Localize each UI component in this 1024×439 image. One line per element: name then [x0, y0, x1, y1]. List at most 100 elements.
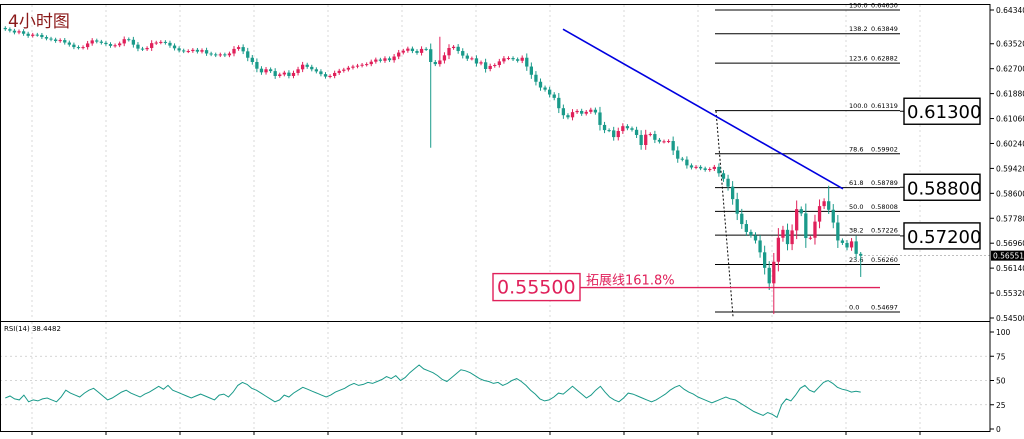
- candle-body: [187, 51, 190, 52]
- candle-body: [594, 110, 597, 113]
- candle-body: [118, 43, 121, 45]
- candle-body: [338, 71, 341, 73]
- fib-level-value: 123.6: [849, 55, 868, 63]
- candle-body: [182, 50, 185, 51]
- candle-body: [841, 240, 844, 242]
- fib-level-price: 0.61319: [871, 102, 898, 110]
- candle-body: [113, 45, 116, 46]
- candle-body: [420, 49, 423, 53]
- candle-body: [278, 74, 281, 76]
- candle-body: [685, 160, 688, 166]
- candle-body: [557, 98, 560, 108]
- candle-body: [246, 51, 249, 57]
- fib-level-value: 78.6: [849, 145, 863, 153]
- price-axis-label: 0.56960: [996, 239, 1024, 248]
- candle-body: [548, 90, 551, 95]
- candle-body: [479, 62, 482, 63]
- candle-body: [845, 243, 848, 248]
- candle-body: [626, 126, 629, 128]
- candle-body: [649, 134, 652, 135]
- candle-body: [209, 53, 212, 54]
- candle-body: [681, 159, 684, 160]
- fib-level-value: 38.2: [849, 227, 863, 235]
- candle-body: [667, 141, 670, 142]
- candle-body: [676, 150, 679, 158]
- price-axis-label: 0.55320: [996, 289, 1024, 298]
- candle-body: [132, 40, 135, 45]
- candle-body: [223, 54, 226, 55]
- candle-body: [214, 54, 217, 55]
- candle-body: [191, 50, 194, 51]
- candle-body: [374, 60, 377, 62]
- rsi-axis-label: 25: [996, 401, 1006, 410]
- candle-body: [45, 37, 48, 39]
- candle-body: [813, 222, 816, 238]
- candle-body: [553, 95, 556, 98]
- candle-body: [575, 111, 578, 112]
- candle-body: [763, 252, 766, 268]
- candle-body: [347, 68, 350, 70]
- candle-body: [854, 241, 857, 253]
- candle-body: [525, 58, 528, 67]
- candle-body: [726, 179, 729, 187]
- candle-body: [612, 130, 615, 137]
- candle-body: [722, 173, 725, 178]
- candle-body: [328, 76, 331, 77]
- candle-body: [86, 43, 89, 47]
- candle-body: [109, 44, 112, 46]
- candle-body: [580, 111, 583, 114]
- candle-body: [740, 214, 743, 224]
- candle-body: [4, 28, 7, 29]
- candle-body: [658, 140, 661, 142]
- fib-level-value: 100.0: [849, 102, 868, 110]
- candle-body: [123, 39, 126, 43]
- fib-level-price: 0.57226: [871, 227, 898, 235]
- candle-body: [200, 50, 203, 52]
- candle-body: [255, 62, 258, 69]
- fib-level-price: 0.58789: [871, 179, 898, 187]
- price-box-label: 0.58800: [907, 178, 981, 199]
- candle-body: [452, 47, 455, 48]
- candle-body: [228, 53, 231, 55]
- fib-level-price: 0.59902: [871, 145, 898, 153]
- candle-body: [521, 58, 524, 61]
- candle-body: [31, 35, 34, 36]
- candle-body: [260, 69, 263, 73]
- price-axis-label: 0.60240: [996, 139, 1024, 148]
- candle-body: [507, 58, 510, 59]
- price-axis-label: 0.54500: [996, 314, 1024, 323]
- candle-body: [447, 48, 450, 55]
- price-axis-label: 0.59420: [996, 164, 1024, 173]
- candle-body: [283, 73, 286, 75]
- candle-body: [566, 115, 569, 117]
- extension-price-label: 0.55500: [497, 277, 576, 299]
- candle-body: [621, 126, 624, 131]
- candle-body: [397, 53, 400, 57]
- candle-body: [104, 43, 107, 44]
- price-box-label: 0.57200: [907, 227, 981, 248]
- candle-body: [809, 238, 812, 239]
- price-axis-label: 0.58600: [996, 189, 1024, 198]
- rsi-axis-label: 50: [996, 377, 1006, 386]
- fib-level-price: 0.63849: [871, 25, 898, 33]
- candle-body: [141, 49, 144, 50]
- candle-body: [177, 48, 180, 50]
- candle-body: [242, 47, 245, 51]
- candle-body: [296, 69, 299, 73]
- candle-body: [365, 64, 368, 65]
- candle-body: [502, 58, 505, 61]
- candle-body: [310, 67, 313, 69]
- candle-body: [77, 47, 80, 48]
- candle-body: [598, 112, 601, 124]
- candle-body: [205, 50, 208, 53]
- candle-body: [415, 51, 418, 53]
- candle-body: [269, 69, 272, 71]
- candle-body: [127, 39, 130, 40]
- candle-body: [457, 47, 460, 51]
- candle-body: [315, 69, 318, 71]
- candle-body: [708, 169, 711, 170]
- candle-body: [790, 230, 793, 244]
- chart-title: 4小时图: [8, 12, 70, 32]
